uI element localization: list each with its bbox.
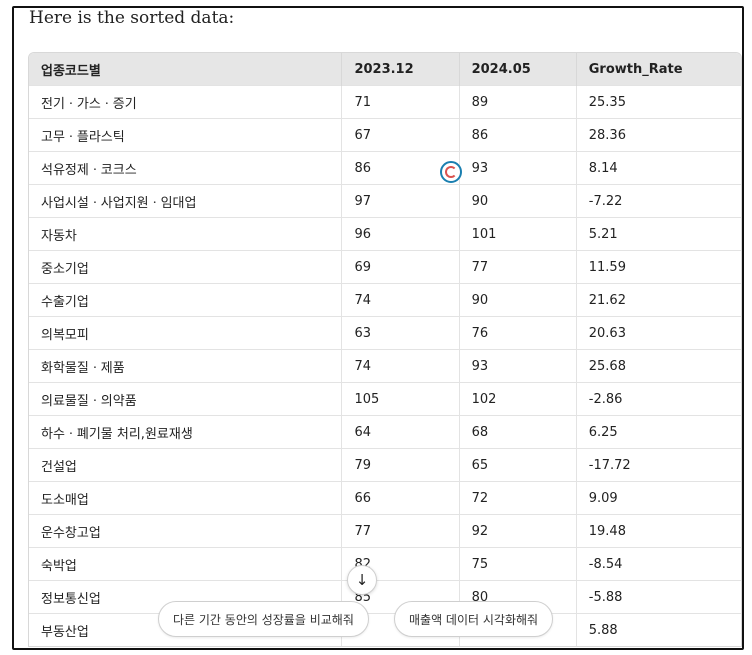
cell-2024-05: 86 [459,118,577,152]
cell-2023-12: 67 [341,118,460,152]
cell-2024-05: 72 [459,481,577,515]
cell-2024-05: 93 [459,349,577,383]
cell-industry: 사업시설ㆍ사업지원ㆍ임대업 [29,184,343,218]
cell-industry: 의료물질ㆍ의약품 [29,382,343,416]
cell-2024-05: 92 [459,514,577,548]
header-industry: 업종코드별 [29,53,343,86]
cell-industry: 숙박업 [29,547,343,581]
cell-2024-05: 101 [459,217,577,251]
cell-2024-05: 77 [459,250,577,284]
header-growth-rate: Growth_Rate [576,53,741,86]
cell-industry: 운수창고업 [29,514,343,548]
cell-growth-rate: 25.68 [576,349,741,383]
cell-2023-12: 64 [341,415,460,449]
suggestion-chip-compare[interactable]: 다른 기간 동안의 성장률을 비교해줘 [158,601,369,637]
cell-2024-05: 76 [459,316,577,350]
cell-2024-05: 65 [459,448,577,482]
cell-growth-rate: 11.59 [576,250,741,284]
table-row: 고무ㆍ플라스틱 67 86 28.36 [29,118,741,152]
table-row: 정보통신업 85 80 -5.88 [29,580,741,614]
table-row: 부동산업 5.88 [29,613,741,646]
cell-growth-rate: -2.86 [576,382,741,416]
cell-2023-12: 79 [341,448,460,482]
table-row: 중소기업 69 77 11.59 [29,250,741,284]
cell-industry: 석유정제ㆍ코크스 [29,151,343,185]
data-table: 업종코드별 2023.12 2024.05 Growth_Rate 전기ㆍ가스ㆍ… [29,53,741,646]
cell-2024-05: 102 [459,382,577,416]
table-header-row: 업종코드별 2023.12 2024.05 Growth_Rate [29,53,741,86]
cell-2023-12: 86 [341,151,460,185]
table-row: 사업시설ㆍ사업지원ㆍ임대업 97 90 -7.22 [29,184,741,218]
cell-industry: 건설업 [29,448,343,482]
cell-growth-rate: 25.35 [576,85,741,119]
cell-2023-12: 97 [341,184,460,218]
cell-growth-rate: 5.88 [576,613,741,646]
cell-2024-05: 90 [459,184,577,218]
cell-growth-rate: 19.48 [576,514,741,548]
table-row: 운수창고업 77 92 19.48 [29,514,741,548]
scroll-down-button[interactable]: ↓ [347,565,377,595]
cell-industry: 고무ㆍ플라스틱 [29,118,343,152]
cell-2023-12: 63 [341,316,460,350]
table-row: 건설업 79 65 -17.72 [29,448,741,482]
cell-2024-05: 68 [459,415,577,449]
loading-spinner-icon [440,161,462,183]
table-row: 자동차 96 101 5.21 [29,217,741,251]
header-2024-05: 2024.05 [459,53,577,86]
cell-growth-rate: 28.36 [576,118,741,152]
cell-2023-12: 74 [341,349,460,383]
table-row: 숙박업 82 75 -8.54 [29,547,741,581]
cell-2023-12: 77 [341,514,460,548]
cell-2023-12: 66 [341,481,460,515]
table-row: 하수ㆍ폐기물 처리,원료재생 64 68 6.25 [29,415,741,449]
cell-industry: 도소매업 [29,481,343,515]
suggestion-chip-visualize[interactable]: 매출액 데이터 시각화해줘 [394,601,554,637]
cell-industry: 의복모피 [29,316,343,350]
cell-growth-rate: 20.63 [576,316,741,350]
cell-growth-rate: 8.14 [576,151,741,185]
cell-growth-rate: 9.09 [576,481,741,515]
cell-2023-12: 74 [341,283,460,317]
cell-industry: 화학물질ㆍ제품 [29,349,343,383]
cell-2024-05: 75 [459,547,577,581]
table-row: 의복모피 63 76 20.63 [29,316,741,350]
cell-2023-12: 105 [341,382,460,416]
cell-industry: 하수ㆍ폐기물 처리,원료재생 [29,415,343,449]
table-row: 전기ㆍ가스ㆍ증기 71 89 25.35 [29,85,741,119]
table-row: 도소매업 66 72 9.09 [29,481,741,515]
chat-frame: Here is the sorted data: 업종코드별 2023.12 2… [12,6,744,650]
cell-growth-rate: 21.62 [576,283,741,317]
cell-2024-05: 90 [459,283,577,317]
cell-industry: 중소기업 [29,250,343,284]
table-row: 수출기업 74 90 21.62 [29,283,741,317]
table-row: 의료물질ㆍ의약품 105 102 -2.86 [29,382,741,416]
cell-growth-rate: 6.25 [576,415,741,449]
cell-growth-rate: -17.72 [576,448,741,482]
cell-2023-12: 69 [341,250,460,284]
cell-industry: 자동차 [29,217,343,251]
cell-2024-05: 93 [459,151,577,185]
table-row: 화학물질ㆍ제품 74 93 25.68 [29,349,741,383]
intro-text: Here is the sorted data: [29,8,235,28]
cell-growth-rate: 5.21 [576,217,741,251]
data-table-container: 업종코드별 2023.12 2024.05 Growth_Rate 전기ㆍ가스ㆍ… [28,52,742,647]
cell-2023-12: 96 [341,217,460,251]
cell-growth-rate: -8.54 [576,547,741,581]
cell-industry: 수출기업 [29,283,343,317]
arrow-down-icon: ↓ [355,571,369,589]
header-2023-12: 2023.12 [341,53,460,86]
cell-2023-12: 71 [341,85,460,119]
cell-growth-rate: -7.22 [576,184,741,218]
table-row: 석유정제ㆍ코크스 86 93 8.14 [29,151,741,185]
cell-industry: 전기ㆍ가스ㆍ증기 [29,85,343,119]
cell-growth-rate: -5.88 [576,580,741,614]
cell-2024-05: 89 [459,85,577,119]
